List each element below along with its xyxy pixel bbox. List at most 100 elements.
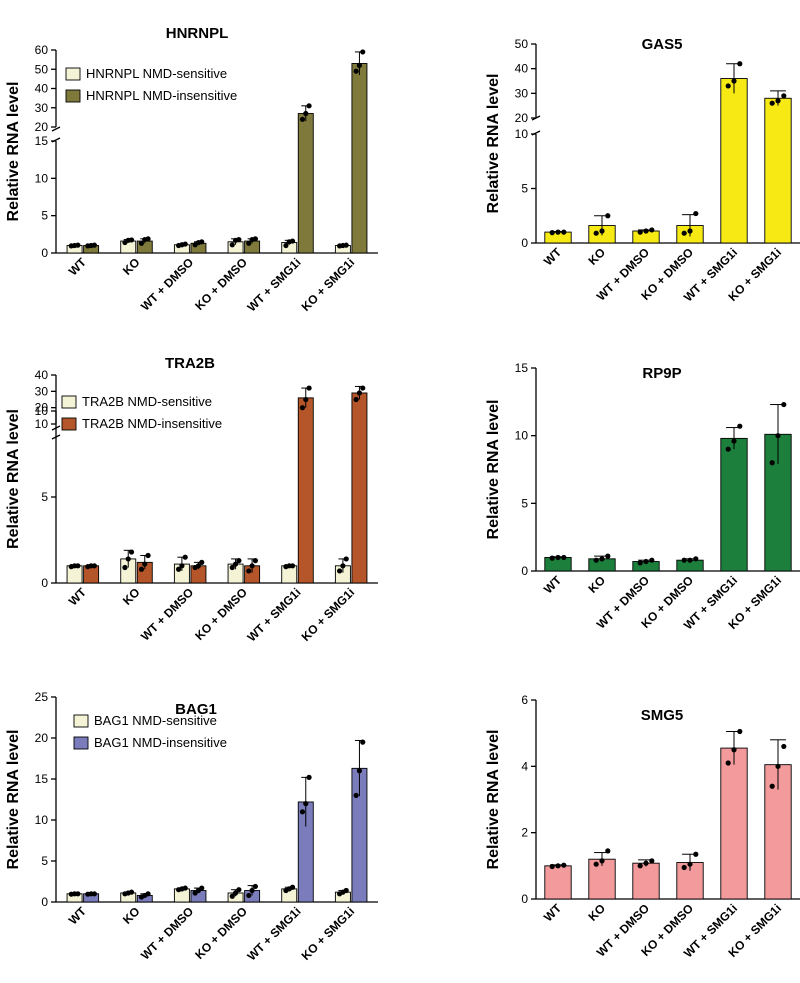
x-tick-label: KO + DMSO [192,904,250,962]
x-tick-label: WT + SMG1i [244,904,303,963]
y-tick-label: 30 [35,384,49,398]
data-point [128,549,135,555]
data-point [356,768,363,774]
y-tick-label: 20 [515,111,529,125]
bar [297,397,314,584]
data-point [232,561,239,567]
data-point [229,893,235,899]
data-point [681,230,687,236]
data-point [360,739,366,745]
data-point [561,554,567,561]
x-tick-label: WT + DMSO [138,904,196,962]
y-tick-label: 5 [521,496,528,510]
bar [632,862,660,900]
y-tick-label: 40 [35,82,49,96]
data-point [605,553,611,559]
data-point [232,890,239,896]
data-point [693,210,699,217]
data-point [693,851,699,857]
data-point [303,801,309,807]
data-point [182,554,188,560]
y-tick-label: 60 [35,43,49,57]
data-point [229,242,235,248]
data-point [360,49,366,55]
data-point [737,423,743,429]
y-tick-label: 30 [515,86,529,100]
legend-label: BAG1 NMD-insensitive [94,735,227,750]
data-point [549,863,555,870]
data-point [145,891,151,897]
bar [588,858,616,900]
data-point [643,558,649,565]
chart-title: SMG5 [641,707,684,724]
data-point [775,98,781,104]
y-tick-label: 10 [515,127,529,141]
y-tick-label: 5 [41,490,48,504]
data-point [145,552,151,559]
x-tick-label: KO [585,901,608,924]
data-point [549,230,555,236]
data-point [687,228,693,234]
x-tick-label: WT + DMSO [138,255,196,313]
legend-label: BAG1 NMD-sensitive [94,713,217,728]
data-point [182,241,188,247]
data-point [340,563,346,569]
data-point [303,110,309,117]
data-point [649,858,655,864]
data-point [555,229,561,235]
data-point [343,242,349,248]
data-point [145,236,151,242]
x-tick-label: WT [66,255,90,279]
data-point [179,563,185,569]
data-point [561,862,567,868]
data-point [731,438,737,444]
data-point [299,405,306,411]
legend-swatch [65,89,81,103]
y-tick-label: 4 [521,759,528,773]
bar [351,392,368,584]
axis-break-mark [51,425,61,431]
data-point [91,563,98,569]
data-point [75,891,81,897]
x-tick-label: WT [541,901,565,925]
legend-swatch [65,67,81,81]
x-tick-label: KO [120,255,143,278]
y-tick-label: 2 [521,826,528,840]
data-point [229,564,235,571]
data-point [356,390,363,396]
data-point [725,83,731,89]
data-point [199,559,205,565]
data-point [195,563,202,569]
y-axis-label: Relative RNA level [485,400,502,540]
data-point [593,557,599,563]
y-axis-label: Relative RNA level [485,74,502,214]
data-point [343,556,349,562]
data-point [555,863,561,869]
x-tick-label: WT + SMG1i [244,255,303,314]
data-point [236,236,242,243]
y-tick-label: 0 [41,895,48,909]
data-point [252,883,259,890]
x-tick-label: KO + SMG1i [299,255,358,314]
data-point [306,774,312,780]
y-tick-label: 10 [35,404,49,418]
data-point [353,792,359,799]
y-tick-label: 0 [41,576,48,590]
data-point [781,401,787,408]
chart-title: GAS5 [642,36,683,53]
data-point [725,760,731,766]
data-point [299,116,306,122]
x-tick-label: KO [585,245,608,268]
x-tick-label: KO + SMG1i [299,585,358,644]
data-point [769,100,775,106]
data-point [199,885,205,891]
data-point [306,103,312,109]
data-point [725,446,731,452]
y-tick-label: 0 [521,892,528,906]
legend-label: HNRNPL NMD-insensitive [86,88,237,103]
axis-break-mark [531,115,541,121]
data-point [649,557,655,563]
